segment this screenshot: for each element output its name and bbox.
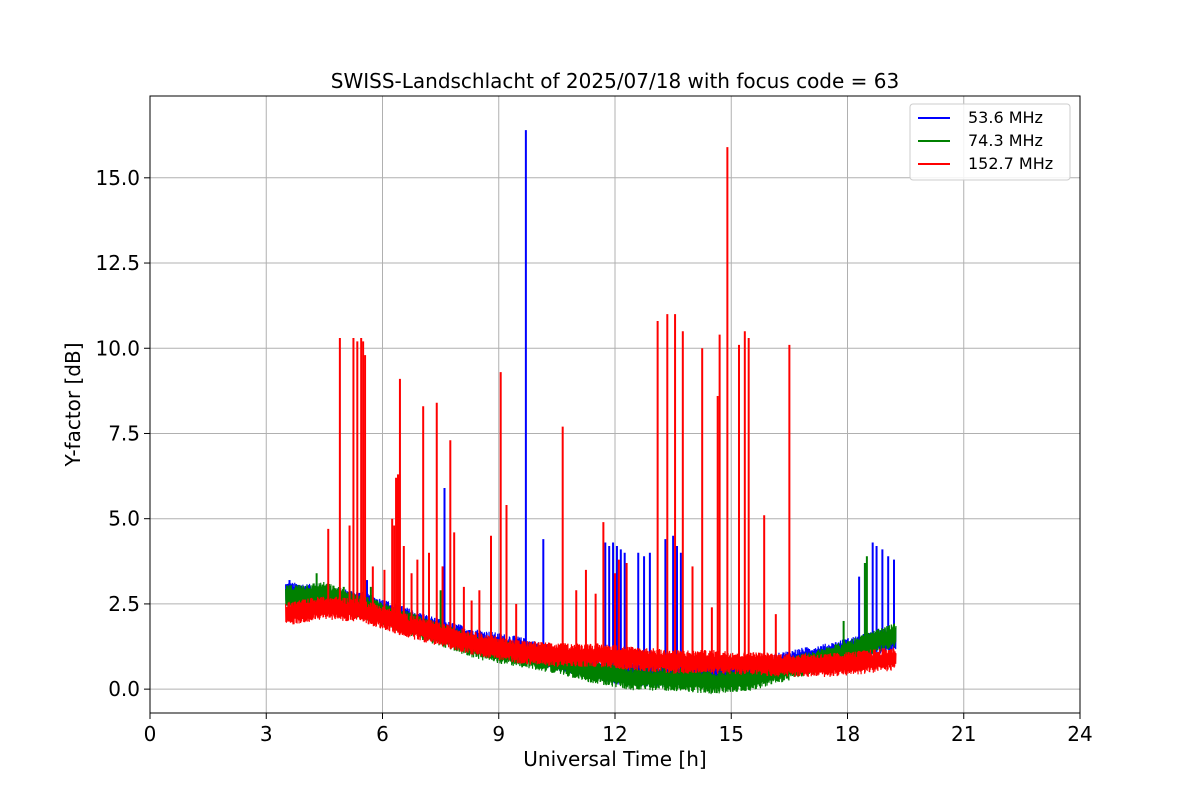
y-tick-label: 2.5 [108,592,140,616]
legend: 53.6 MHz 74.3 MHz 152.7 MHz [909,103,1071,181]
series-trace [285,595,897,678]
axis-ticks: 0 3 6 9 12 15 18 21 24 0.0 2.5 5.0 7.5 10.0 12.5 15.0 [95,166,1092,746]
chart-title: SWISS-Landschlacht of 2025/07/18 with fo… [331,69,899,93]
x-tick-label: 3 [260,722,273,746]
x-tick-label: 21 [951,722,976,746]
x-tick-label: 18 [835,722,860,746]
y-tick-label: 10.0 [95,336,140,360]
x-tick-label: 0 [144,722,157,746]
plot-series [285,130,897,695]
legend-entry-label: 74.3 MHz [968,131,1043,150]
x-tick-label: 6 [376,722,389,746]
y-tick-label: 5.0 [108,507,140,531]
legend-box [909,103,1071,181]
legend-entry-label: 53.6 MHz [968,108,1043,127]
y-tick-label: 0.0 [108,677,140,701]
series-trace [285,581,897,695]
y-tick-label: 7.5 [108,421,140,445]
legend-entry-label: 152.7 MHz [968,154,1053,173]
y-tick-label: 12.5 [95,251,140,275]
series-2 [285,147,897,678]
x-tick-label: 12 [602,722,627,746]
x-axis-label: Universal Time [h] [523,747,706,771]
x-tick-label: 9 [492,722,505,746]
x-tick-label: 15 [719,722,744,746]
x-tick-label: 24 [1067,722,1092,746]
y-tick-label: 15.0 [95,166,140,190]
y-axis-label: Y-factor [dB] [61,342,85,467]
